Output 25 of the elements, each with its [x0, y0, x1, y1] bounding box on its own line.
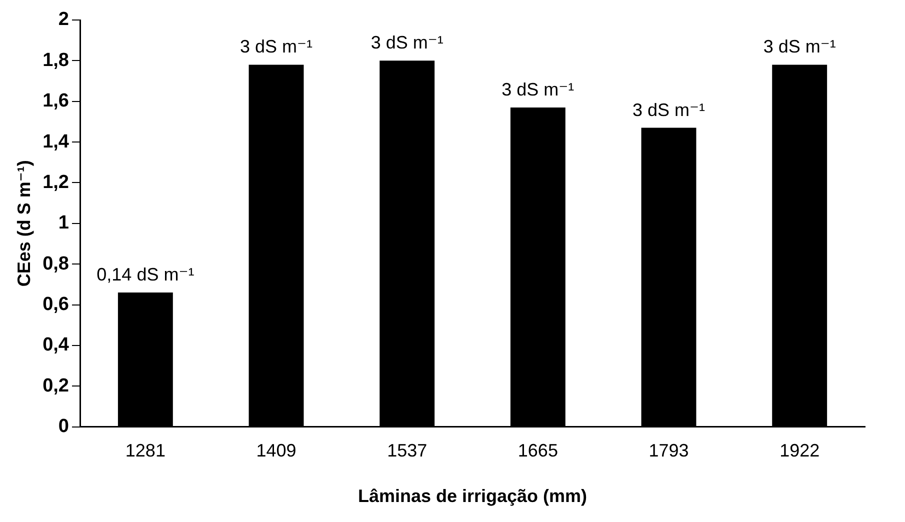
y-tick-label: 1,4	[42, 131, 70, 152]
y-tick-label: 2	[58, 9, 70, 30]
annotation: 3 dS m⁻¹	[763, 36, 836, 57]
annotation: 3 dS m⁻¹	[370, 32, 444, 53]
y-tick-label: 1	[58, 212, 70, 234]
y-axis-title: CEes (d S m⁻¹)	[14, 160, 34, 287]
annotation: 3 dS m⁻¹	[632, 100, 706, 120]
x-tick-label: 1665	[518, 440, 558, 461]
y-tick-label: 0	[58, 416, 70, 438]
x-tick-label: 1409	[256, 440, 296, 461]
y-tick-label: 0,4	[42, 334, 70, 356]
x-tick-label: 1281	[125, 440, 166, 461]
x-axis-title: Lâminas de irrigação (mm)	[358, 486, 588, 506]
y-tick-label: 0,2	[42, 375, 70, 396]
x-tick-label: 1922	[780, 440, 820, 461]
annotation: 0,14 dS m⁻¹	[96, 264, 194, 285]
y-tick-label: 1,6	[42, 90, 70, 112]
y-tick-label: 1,8	[42, 50, 70, 71]
y-tick-label: 0,8	[42, 253, 70, 274]
annotation: 3 dS m⁻¹	[240, 36, 313, 57]
x-tick-label: 1793	[648, 440, 689, 461]
x-tick-label: 1537	[387, 440, 428, 461]
y-tick-label: 1,2	[42, 172, 70, 193]
y-tick-label: 0,6	[42, 294, 70, 315]
annotation: 3 dS m⁻¹	[502, 79, 574, 100]
